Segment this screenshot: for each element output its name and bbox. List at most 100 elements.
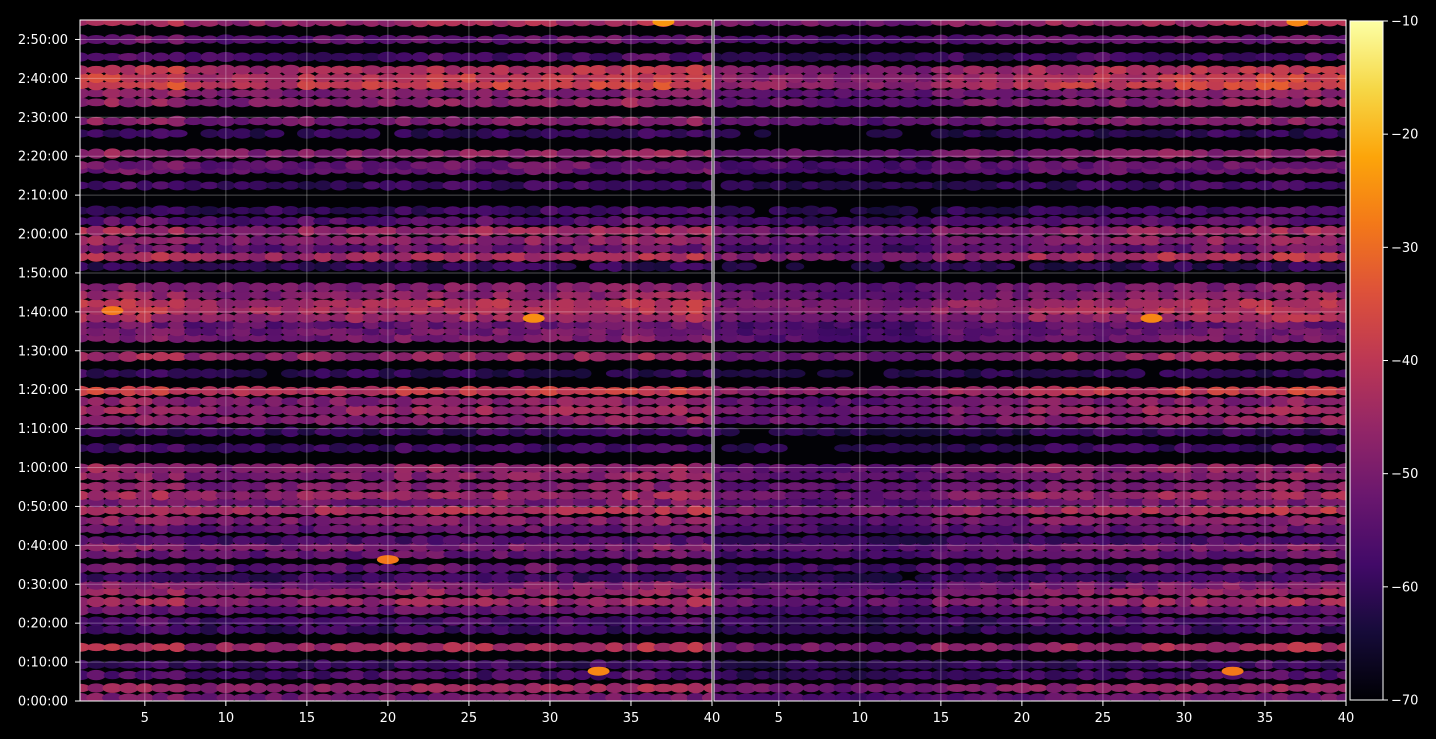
heatmap-cell (1157, 148, 1178, 159)
heatmap-cell (1319, 128, 1340, 139)
heatmap-cell (620, 683, 642, 693)
heatmap-cell (281, 573, 301, 582)
heatmap-cell (769, 549, 789, 559)
heatmap-cell (785, 299, 805, 308)
heatmap-cell (427, 306, 446, 314)
heatmap-cell (476, 88, 494, 99)
heatmap-cell (1158, 282, 1178, 293)
heatmap-cell (1191, 205, 1210, 216)
heatmap-cell (86, 321, 107, 329)
heatmap-cell (249, 505, 267, 516)
heatmap-cell (833, 80, 854, 90)
heatmap-cell (1158, 80, 1177, 90)
heatmap-cell (638, 216, 657, 227)
heatmap-cell (1028, 397, 1049, 406)
heatmap-cell (1092, 605, 1113, 615)
heatmap-cell (361, 215, 383, 227)
heatmap-cell (1028, 564, 1049, 572)
heatmap-cell (1077, 642, 1096, 653)
heatmap-cell (1224, 227, 1242, 235)
heatmap-cell (232, 298, 252, 309)
heatmap-cell (834, 497, 853, 507)
heatmap-cell (539, 252, 561, 261)
heatmap-cell (737, 80, 756, 89)
heatmap-cell (686, 443, 705, 453)
heatmap-cell (249, 52, 268, 62)
heatmap-cell (86, 481, 106, 491)
heatmap-cell (249, 397, 268, 406)
heatmap-cell (1125, 682, 1146, 694)
heatmap-cell (1060, 516, 1081, 526)
heatmap-cell (686, 252, 706, 261)
heatmap-cell (604, 352, 625, 361)
heatmap-cell (361, 73, 382, 82)
heatmap-cell (103, 670, 122, 680)
heatmap-cell (1191, 415, 1210, 425)
heatmap-cell (539, 573, 561, 582)
y-tick-label: 2:30:00 (18, 111, 68, 126)
heatmap-cell (736, 670, 757, 681)
heatmap-cell (1125, 116, 1146, 126)
heatmap-cell (1222, 617, 1244, 626)
heatmap-cell (769, 535, 789, 546)
heatmap-cell (491, 386, 512, 396)
heatmap-cell (914, 352, 935, 361)
heatmap-cell (215, 252, 236, 261)
heatmap-cell (361, 385, 382, 397)
heatmap-cell (620, 88, 642, 98)
heatmap-cell (851, 216, 869, 227)
heatmap-cell (685, 20, 707, 28)
heatmap-cell (964, 542, 983, 552)
heatmap-cell (555, 160, 577, 171)
heatmap-cell (119, 320, 139, 330)
heatmap-cell (1190, 490, 1211, 500)
heatmap-cell (312, 471, 334, 480)
heatmap-cell (1206, 160, 1226, 171)
heatmap-cell (507, 572, 528, 583)
heatmap-cell (378, 298, 398, 309)
heatmap-cell (653, 282, 674, 292)
heatmap-cell (345, 34, 366, 45)
heatmap-cell (555, 262, 577, 271)
heatmap-cell (1190, 482, 1211, 491)
heatmap-cell (296, 291, 318, 299)
heatmap-cell (184, 415, 203, 426)
heatmap-cell (1287, 684, 1308, 692)
heatmap-cell (1256, 470, 1274, 481)
heatmap-cell (232, 535, 252, 545)
heatmap-cell (102, 443, 122, 454)
heatmap-cell (151, 87, 171, 99)
heatmap-cell (1255, 506, 1275, 515)
heatmap-cell (410, 515, 431, 527)
heatmap-cell (946, 443, 968, 453)
heatmap-cell (802, 659, 821, 670)
heatmap-cell (995, 625, 1016, 635)
heatmap-cell (653, 369, 674, 378)
heatmap-cell (410, 368, 431, 379)
heatmap-cell (605, 481, 625, 491)
heatmap-cell (264, 405, 285, 415)
heatmap-cell (714, 550, 724, 559)
heatmap-cell (1013, 573, 1031, 583)
heatmap-cell (1027, 491, 1049, 500)
heatmap-cell (87, 536, 105, 545)
heatmap-cell (361, 643, 382, 652)
heatmap-cell (979, 216, 1000, 227)
heatmap-cell (1076, 97, 1097, 108)
heatmap-cell (103, 396, 122, 406)
heatmap-cell (168, 396, 187, 406)
heatmap-cell (1028, 534, 1048, 546)
heatmap-cell (296, 206, 317, 215)
heatmap-cell (247, 149, 269, 159)
heatmap-cell (1222, 550, 1243, 559)
heatmap-cell (508, 73, 527, 82)
heatmap-cell (410, 116, 431, 126)
heatmap-cell (1207, 129, 1226, 138)
heatmap-cell (851, 542, 869, 551)
heatmap-cell (329, 116, 350, 127)
heatmap-cell (475, 693, 495, 701)
heatmap-cell (80, 290, 90, 300)
heatmap-cell (1125, 262, 1146, 271)
heatmap-cell (1305, 205, 1323, 216)
heatmap-cell (1012, 564, 1031, 572)
